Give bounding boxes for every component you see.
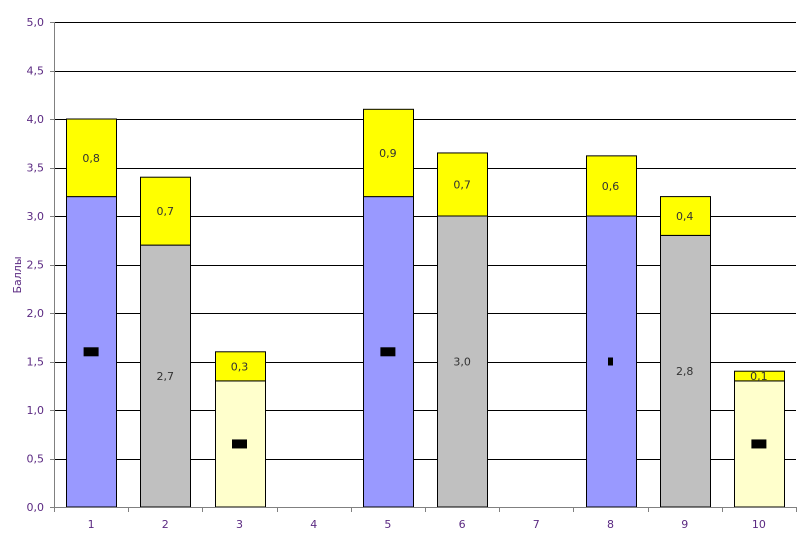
y-tick-label: 0,0 <box>27 501 45 514</box>
bar-top-data-label: 0,7 <box>157 205 175 218</box>
y-tick-label: 3,0 <box>27 210 45 223</box>
x-tick-label: 1 <box>88 518 95 531</box>
bars-group: 0,8 0,7 2,7 0,3 0,9 0,7 3,0 0,6 0,4 2,8 0,1 <box>66 108 785 508</box>
x-tick-label: 8 <box>607 518 614 531</box>
bar-base-data-label: 3,0 <box>453 356 471 369</box>
bar-top-data-label: 0,7 <box>453 178 471 191</box>
y-axis-label: Баллы <box>11 256 24 293</box>
bar-marker <box>83 347 99 357</box>
x-tick-label: 4 <box>310 518 317 531</box>
bar-top-data-label: 0,4 <box>676 210 694 223</box>
bar-top-segment <box>140 176 191 246</box>
y-tick-label: 1,5 <box>27 356 45 369</box>
bar-top-segment <box>660 196 711 236</box>
bar-base-segment <box>437 215 488 508</box>
y-tick-label: 0,5 <box>27 453 45 466</box>
x-tick-label: 6 <box>459 518 466 531</box>
bar-marker <box>232 439 247 449</box>
y-tick-label: 2,5 <box>27 259 45 272</box>
bar-top-segment <box>437 152 488 217</box>
axes <box>50 22 797 512</box>
y-tick-label: 2,0 <box>27 307 45 320</box>
x-tick-labels: 1 2 3 4 5 6 7 8 9 10 <box>88 518 766 531</box>
x-tick-label: 3 <box>236 518 243 531</box>
y-tick-labels: 0,0 0,5 1,0 1,5 2,0 2,5 3,0 3,5 4,0 4,5 5,0 <box>27 16 45 514</box>
x-tick-label: 7 <box>533 518 540 531</box>
bar-top-data-label: 0,1 <box>750 370 768 383</box>
bar-base-segment <box>140 244 191 508</box>
y-tick-label: 1,0 <box>27 404 45 417</box>
y-tick-label: 3,5 <box>27 162 45 175</box>
bar-top-segment <box>66 118 117 198</box>
bar-top-data-label: 0,3 <box>231 360 249 373</box>
x-tick-label: 2 <box>162 518 169 531</box>
bar-top-segment <box>215 351 266 382</box>
bar-top-data-label: 0,8 <box>82 152 100 165</box>
y-tick-label: 4,5 <box>27 65 45 78</box>
bar-marker <box>751 439 767 449</box>
x-tick-label: 9 <box>681 518 688 531</box>
bar-base-data-label: 2,7 <box>157 370 175 383</box>
bar-base-data-label: 2,8 <box>676 365 694 378</box>
x-tick-label: 5 <box>384 518 391 531</box>
bar-top-data-label: 0,9 <box>379 147 397 160</box>
bar-top-data-label: 0,6 <box>602 180 620 193</box>
bar-marker <box>608 357 613 366</box>
bar-top-segment <box>734 370 785 382</box>
bar-top-segment <box>363 108 414 198</box>
bar-base-segment <box>660 234 711 508</box>
bar-marker <box>380 347 396 357</box>
y-tick-label: 4,0 <box>27 113 45 126</box>
y-tick-label: 5,0 <box>27 16 45 29</box>
x-tick-label: 10 <box>752 518 766 531</box>
bar-top-segment <box>586 155 637 217</box>
